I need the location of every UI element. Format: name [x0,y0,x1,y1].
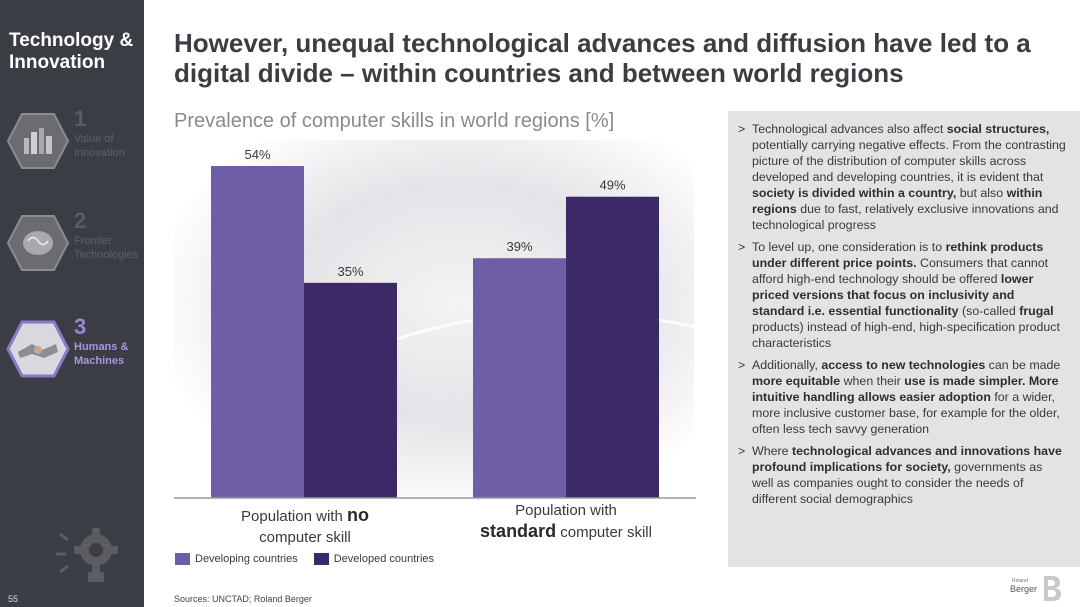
bullet-list: Technological advances also affect socia… [728,111,1080,507]
nav-label: Frontier Technologies [74,235,139,261]
data-label: 49% [599,178,625,193]
category-label-standard-skill: Population with standard computer skill [480,502,652,541]
sidebar-item-value-of-innovation[interactable]: 1 Value of Innovation [6,106,142,182]
sidebar-item-humans-machines[interactable]: 3 Humans & Machines [6,314,142,390]
data-label: 39% [506,239,532,254]
source-note: Sources: UNCTAD; Roland Berger [174,594,312,604]
chart-legend: Developing countries Developed countries [175,553,450,565]
logo-mark [1044,576,1061,601]
legend-label: Developed countries [333,553,435,565]
sidebar-item-frontier-technologies[interactable]: 2 Frontier Technologies [6,208,142,284]
section-title: Technology & Innovation [9,30,134,73]
lightbulb-gear-icon [52,520,130,591]
bullet-item: Additionally, access to new technologies… [738,357,1066,437]
bullet-item: Technological advances also affect socia… [738,121,1066,233]
nav-label: Value of Innovation [74,133,125,159]
bar-developed-0 [304,282,397,498]
legend-swatch [175,553,190,565]
chart-title: Prevalence of computer skills in world r… [174,110,615,132]
data-label: 35% [337,264,363,279]
bar-developing-0 [211,166,304,498]
brain-icon [6,215,70,271]
city-icon [6,113,70,169]
nav-number: 2 [74,208,87,233]
page-number: 55 [8,594,19,604]
sidebar: Technology & Innovation 1 Value of Innov… [0,0,144,607]
page-title: However, unequal technological advances … [174,28,1031,88]
text-panel: Technological advances also affect socia… [728,111,1080,567]
bar-developing-1 [473,258,566,498]
bar-chart: 54% 35% 39% 49% [174,140,711,499]
nav-number: 3 [74,314,87,339]
bullet-item: To level up, one consideration is to ret… [738,239,1066,351]
bar-developed-1 [566,196,659,499]
data-label: 54% [244,147,270,162]
handshake-icon [6,320,70,378]
legend-item-developed: Developed countries [313,553,435,565]
legend-swatch [313,553,329,565]
legend-label: Developing countries [195,553,298,565]
logo-small-text: Roland [1012,578,1028,584]
legend-item-developing: Developing countries [175,553,298,565]
nav-label: Humans & Machines [74,341,129,367]
bullet-item: Where technological advances and innovat… [738,443,1066,507]
company-logo: Roland Berger [1010,574,1061,604]
category-label-no-skill: Population with no computer skill [241,505,369,546]
logo-main-text: Berger [1010,584,1038,594]
nav-number: 1 [74,106,87,131]
